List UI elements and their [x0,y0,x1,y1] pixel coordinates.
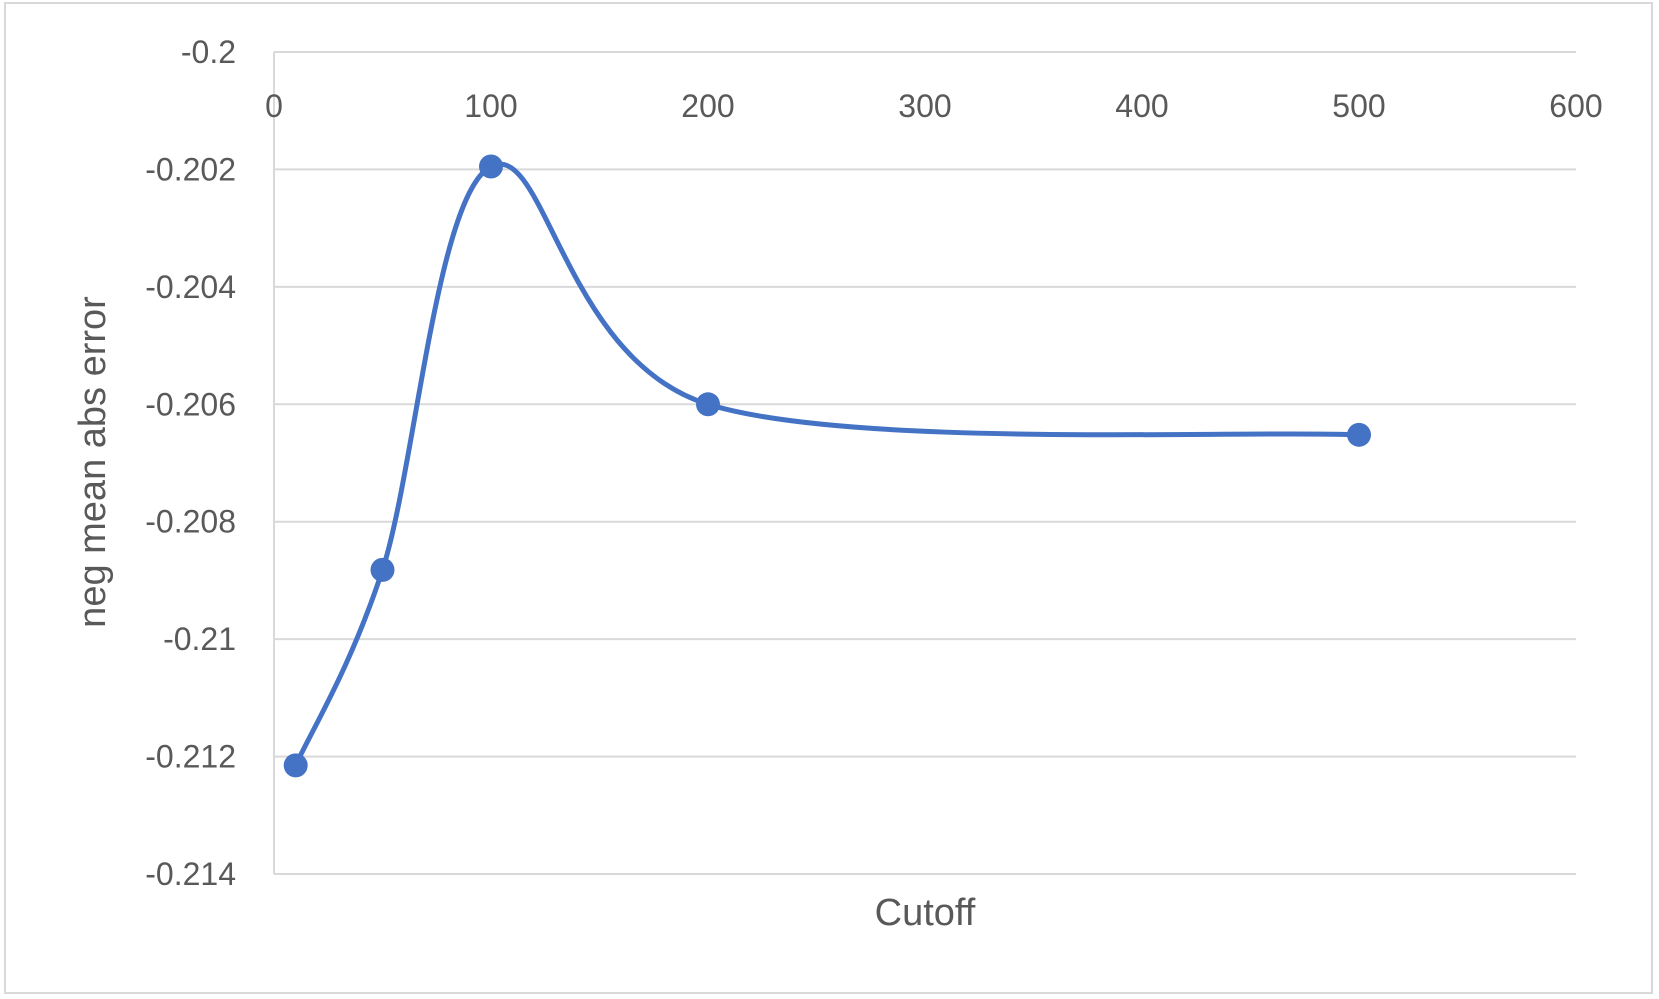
x-tick-label: 400 [1115,88,1168,124]
data-point [283,753,308,778]
x-tick-label: 500 [1332,88,1385,124]
series [283,154,1371,778]
gridlines [273,51,1576,875]
x-tick-label: 100 [464,88,517,124]
x-tick-label: 300 [898,88,951,124]
x-axis-ticks: 0 100 200 300 400 500 600 [265,88,1603,124]
y-tick-label: -0.204 [145,269,236,305]
data-point [479,154,503,179]
x-tick-label: 600 [1549,88,1602,124]
x-tick-label: 0 [265,88,283,124]
data-point [370,557,395,582]
y-tick-label: -0.202 [145,151,236,187]
data-point [1347,422,1371,447]
y-tick-label: -0.212 [145,739,236,775]
y-tick-label: -0.208 [145,504,236,540]
x-axis-title: Cutoff [875,892,976,934]
chart-frame [4,2,1653,994]
series-line [293,161,1362,768]
y-tick-label: -0.206 [145,386,236,422]
y-axis-ticks: -0.2 -0.202 -0.204 -0.206 -0.208 -0.21 -0.212 -… [145,34,236,892]
y-tick-label: -0.21 [163,621,236,657]
data-point [696,392,720,417]
x-tick-label: 200 [681,88,734,124]
y-tick-label: -0.214 [145,856,236,892]
y-tick-label: -0.2 [181,34,236,70]
y-axis-title: neg mean abs error [72,296,114,628]
